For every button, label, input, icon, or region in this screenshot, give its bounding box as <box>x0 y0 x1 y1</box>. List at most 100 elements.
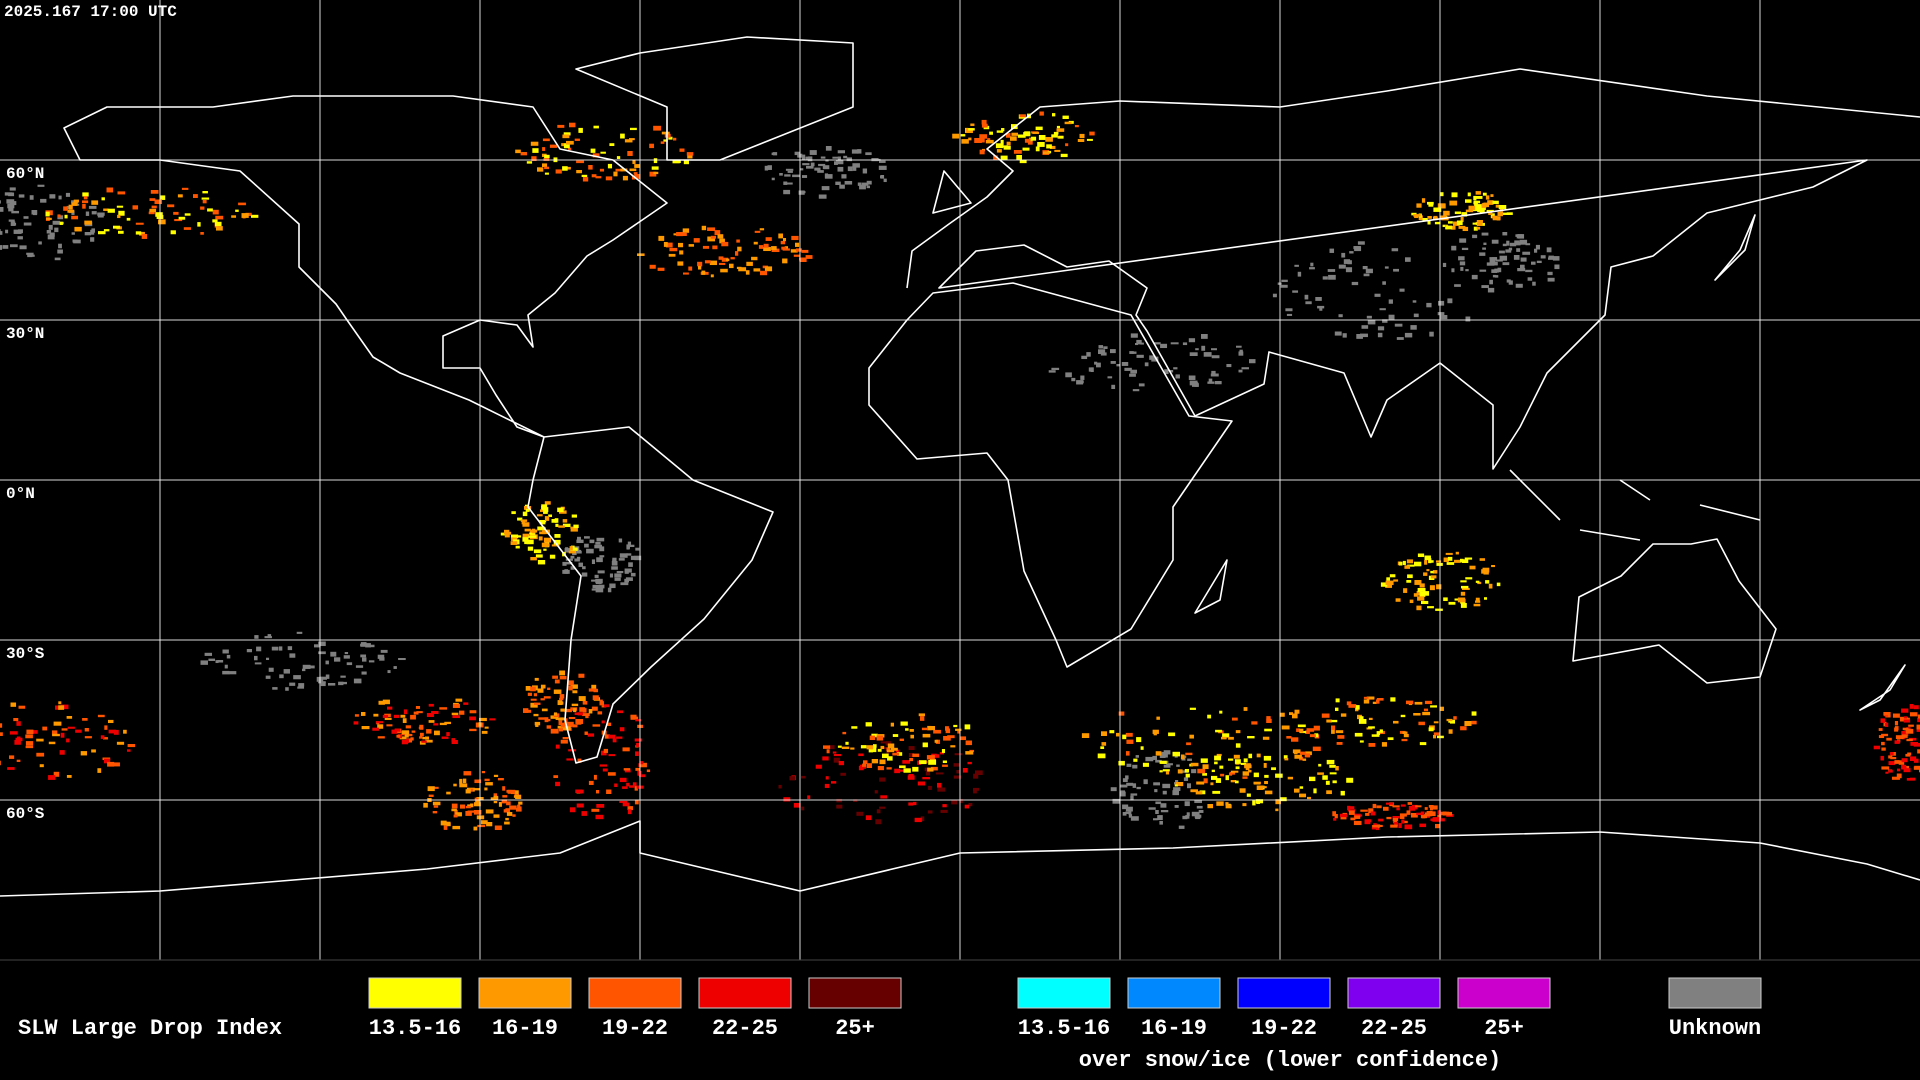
cloud-pixel <box>1230 780 1237 783</box>
cloud-pixel <box>1413 593 1418 597</box>
cloud-pixel <box>865 722 872 727</box>
cloud-pixel <box>537 688 544 693</box>
cloud-pixel <box>0 229 1 232</box>
cloud-pixel <box>824 174 833 179</box>
cloud-pixel <box>1247 736 1255 739</box>
cloud-pixel <box>1176 764 1180 767</box>
cloud-pixel <box>481 730 488 734</box>
cloud-pixel <box>504 821 510 825</box>
cloud-pixel <box>1046 144 1052 149</box>
cloud-pixel <box>522 533 530 538</box>
cloud-pixel <box>1169 370 1174 373</box>
cloud-pixel <box>996 149 1002 153</box>
cloud-pixel <box>616 736 623 739</box>
cloud-pixel <box>215 215 224 220</box>
cloud-pixel <box>1306 728 1315 732</box>
cloud-pixel <box>1315 297 1322 301</box>
cloud-pixel <box>1116 732 1120 737</box>
cloud-pixel <box>1464 721 1472 726</box>
cloud-pixel <box>1211 370 1216 374</box>
cloud-pixel <box>1317 772 1324 775</box>
cloud-pixel <box>1465 577 1473 580</box>
cloud-pixel <box>11 210 20 214</box>
cloud-pixel <box>254 635 259 639</box>
cloud-pixel <box>343 655 350 659</box>
cloud-pixel <box>1347 260 1352 265</box>
cloud-pixel <box>618 558 625 561</box>
cloud-pixel <box>928 760 937 765</box>
cloud-pixel <box>564 708 572 713</box>
cloud-pixel <box>678 242 684 248</box>
cloud-pixel <box>340 675 346 678</box>
cloud-pixel <box>1475 597 1480 602</box>
cloud-pixel <box>1359 740 1364 743</box>
cloud-pixel <box>1424 807 1428 810</box>
cloud-pixel <box>879 777 886 782</box>
cloud-pixel <box>846 157 853 162</box>
cloud-pixel <box>639 762 647 768</box>
cloud-pixel <box>264 636 272 639</box>
cloud-pixel <box>1506 212 1513 215</box>
cloud-pixel <box>541 504 548 508</box>
cloud-pixel <box>1242 771 1249 776</box>
cloud-pixel <box>1219 710 1223 714</box>
cloud-pixel <box>116 741 125 745</box>
cloud-pixel <box>783 238 787 242</box>
cloud-pixel <box>547 687 551 691</box>
cloud-pixel <box>98 231 106 235</box>
cloud-pixel <box>1449 200 1458 206</box>
cloud-pixel <box>532 148 539 153</box>
cloud-pixel <box>318 651 326 655</box>
cloud-pixel <box>614 783 618 787</box>
cloud-pixel <box>1094 361 1098 365</box>
cloud-pixel <box>1335 707 1339 711</box>
cloud-pixel <box>1917 714 1920 719</box>
cloud-pixel <box>215 660 219 664</box>
cloud-pixel <box>598 584 605 589</box>
cloud-pixel <box>575 719 584 724</box>
cloud-pixel <box>11 222 17 226</box>
cloud-pixel <box>410 737 414 741</box>
cloud-pixel <box>1464 557 1473 560</box>
cloud-pixel <box>1414 215 1419 219</box>
cloud-pixel <box>177 194 183 198</box>
cloud-pixel <box>852 167 857 171</box>
cloud-pixel <box>866 763 872 769</box>
cloud-pixel <box>118 230 124 234</box>
cloud-pixel <box>91 749 96 753</box>
cloud-pixel <box>572 690 578 694</box>
cloud-pixel <box>561 708 565 712</box>
cloud-pixel <box>467 804 473 808</box>
cloud-pixel <box>801 157 806 161</box>
cloud-pixel <box>1509 242 1517 247</box>
cloud-pixel <box>1527 277 1533 281</box>
cloud-pixel <box>712 245 718 250</box>
cloud-pixel <box>969 749 975 753</box>
cloud-pixel <box>805 255 813 259</box>
cloud-pixel <box>634 555 642 561</box>
cloud-pixel <box>1413 313 1419 318</box>
cloud-pixel <box>568 680 574 686</box>
cloud-pixel <box>1878 735 1885 739</box>
cloud-pixel <box>1191 769 1197 774</box>
cloud-pixel <box>1090 367 1094 373</box>
cloud-pixel <box>553 539 561 545</box>
cloud-pixel <box>1182 342 1188 346</box>
cloud-pixel <box>0 245 3 250</box>
cloud-pixel <box>1186 742 1191 746</box>
cloud-pixel <box>1456 220 1463 226</box>
cloud-pixel <box>339 681 347 685</box>
cloud-pixel <box>84 232 92 236</box>
cloud-pixel <box>821 186 830 191</box>
cloud-pixel <box>603 748 608 753</box>
cloud-pixel <box>1906 778 1915 781</box>
cloud-pixel <box>1098 349 1106 355</box>
cloud-pixel <box>1433 735 1437 739</box>
cloud-pixel <box>1382 281 1386 285</box>
cloud-pixel <box>908 753 915 758</box>
cloud-pixel <box>1125 732 1133 737</box>
cloud-pixel <box>428 703 434 707</box>
cloud-pixel <box>104 725 108 730</box>
cloud-pixel <box>38 241 42 245</box>
